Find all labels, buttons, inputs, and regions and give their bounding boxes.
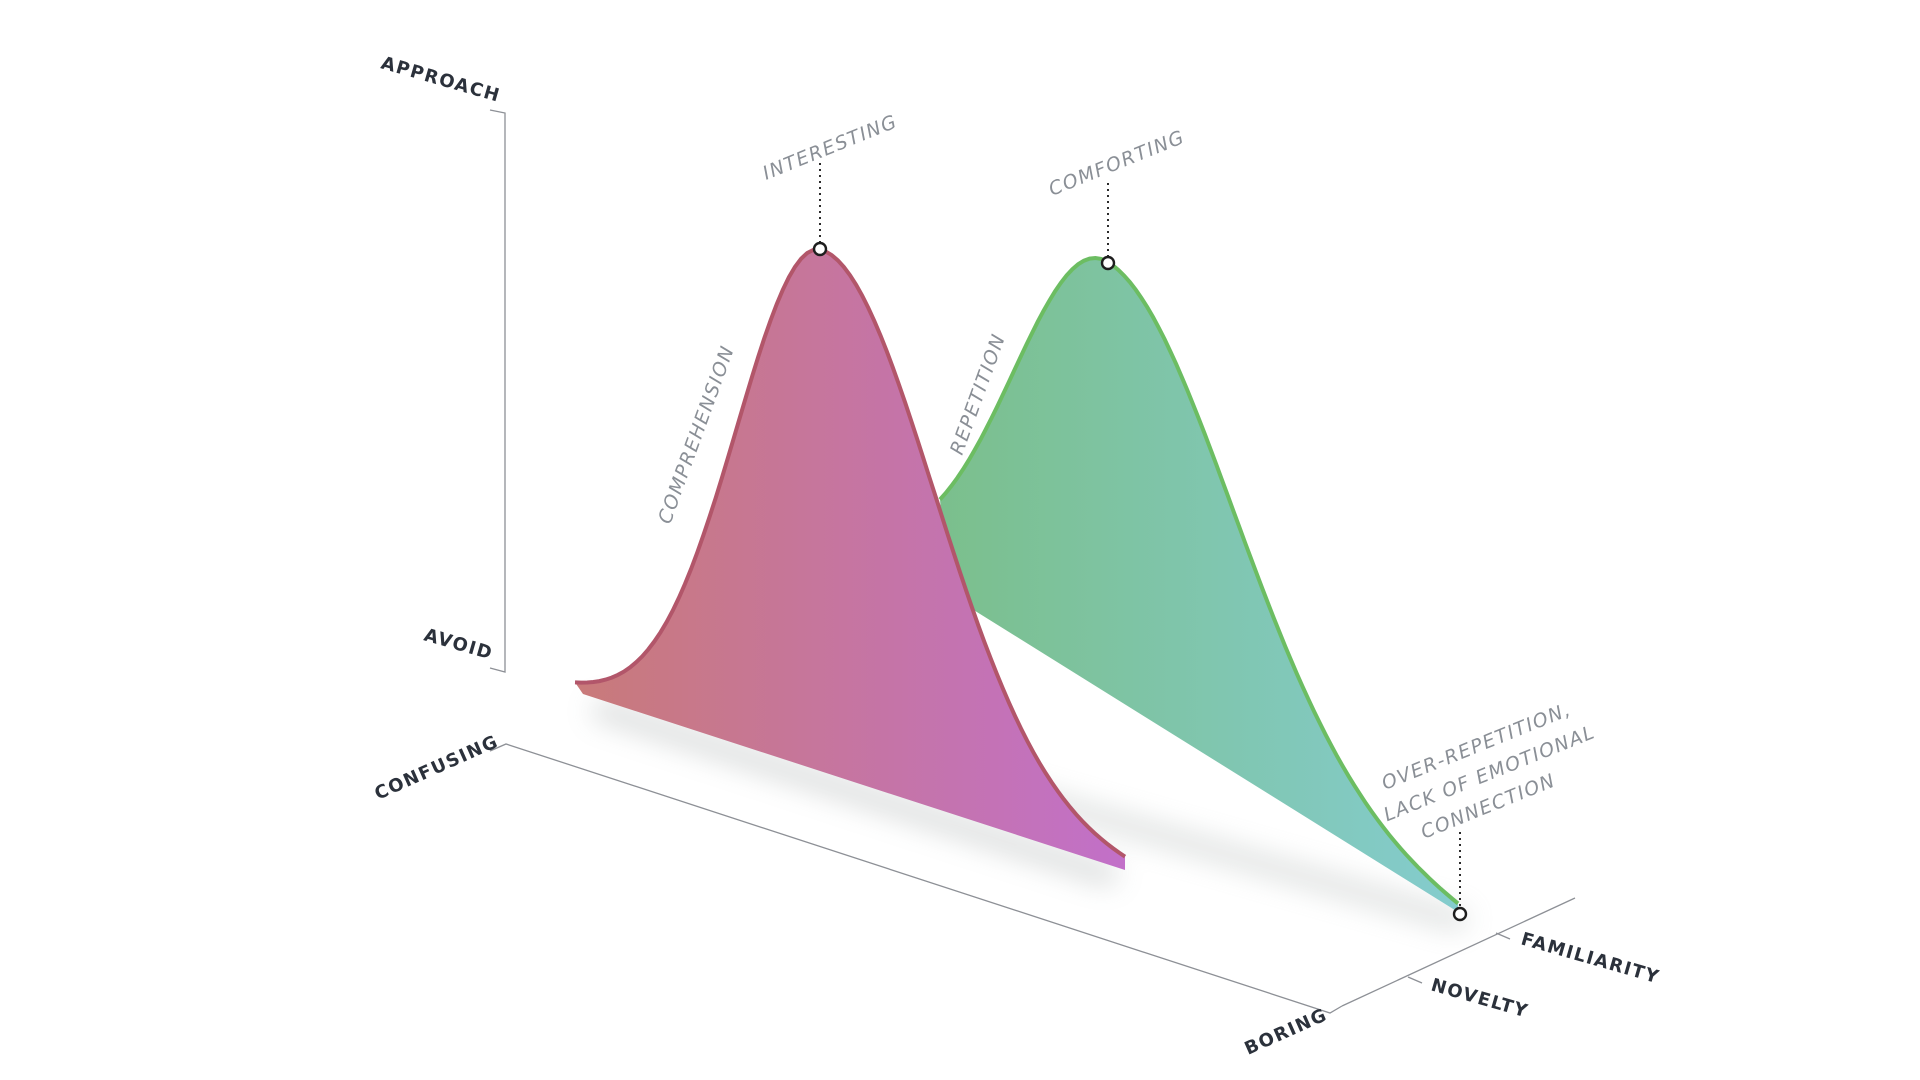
novelty-curve: [575, 249, 1125, 870]
interesting-peak-marker: [812, 241, 828, 257]
novelty-curve-edge: [574, 247, 1127, 859]
floor-shadows: [590, 700, 1470, 930]
boring-label: BORING: [1241, 1004, 1330, 1059]
comforting-label: COMFORTING: [1046, 126, 1189, 201]
comforting-peak-marker: [1100, 255, 1116, 271]
confusing-label: CONFUSING: [371, 731, 501, 804]
novelty-label: NOVELTY: [1429, 975, 1531, 1023]
familiarity-tick: [1495, 932, 1511, 940]
vertical-axis-bracket: [489, 109, 506, 673]
familiarity-curve-edge: [938, 255, 1460, 905]
series-axis: [1341, 897, 1576, 1007]
depth-axis: [489, 743, 1343, 1014]
avoid-label: AVOID: [422, 625, 496, 665]
interesting-label: INTERESTING: [760, 111, 901, 185]
tail-annotation: OVER-REPETITION, LACK OF EMOTIONAL CONNE…: [1379, 698, 1599, 843]
tail-marker: [1452, 906, 1468, 922]
approach-label: APPROACH: [379, 53, 503, 107]
novelty-tick: [1407, 976, 1423, 984]
familiarity-curve: [940, 258, 1458, 912]
familiarity-label: FAMILIARITY: [1519, 929, 1662, 989]
